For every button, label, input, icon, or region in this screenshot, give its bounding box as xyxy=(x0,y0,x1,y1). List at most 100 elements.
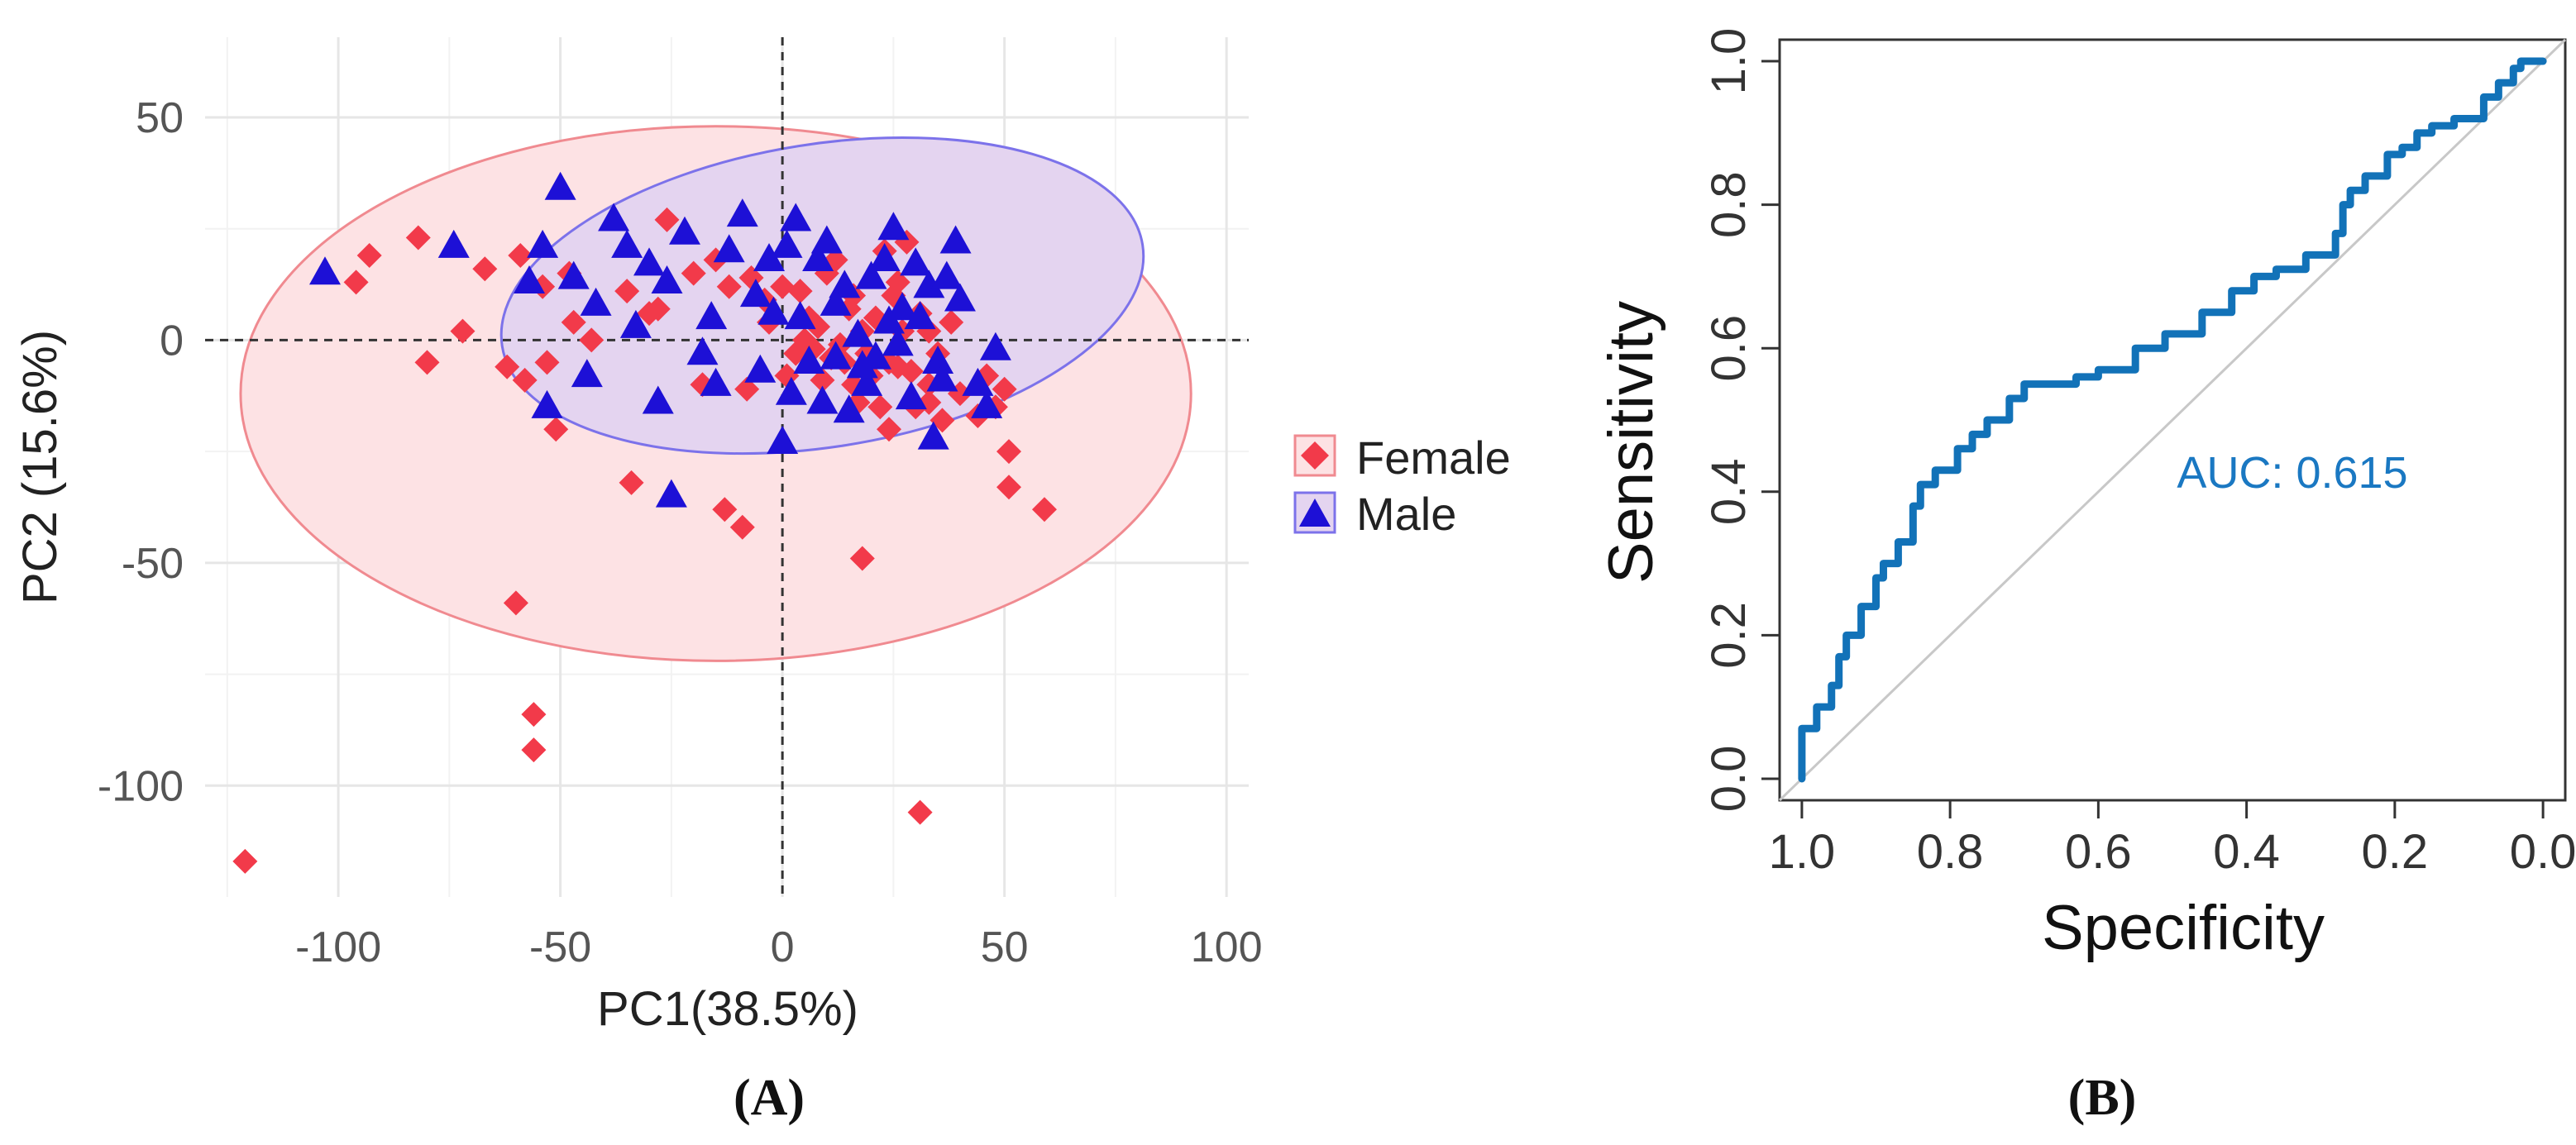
roc-curve-line xyxy=(1798,57,2547,783)
male-point xyxy=(917,421,949,450)
pca-y-tick-label: -100 xyxy=(98,762,184,810)
male-point xyxy=(726,198,758,227)
female-point xyxy=(654,207,680,232)
male-point xyxy=(758,296,790,325)
male-point xyxy=(793,345,825,374)
roc-y-axis-label: Sensitivity xyxy=(1596,301,1666,584)
male-point xyxy=(877,212,910,241)
male-point xyxy=(873,305,906,334)
pca-legend: Female Male xyxy=(1293,432,1511,540)
female-point xyxy=(849,546,875,571)
male-point xyxy=(900,247,932,276)
roc-x-tick-label: 1.0 xyxy=(1769,825,1836,879)
pca-x-tick-label: -100 xyxy=(295,923,381,971)
female-point xyxy=(791,327,817,353)
panel-b-label: (B) xyxy=(2068,1070,2137,1126)
male-point xyxy=(846,350,878,379)
male-point xyxy=(913,270,945,298)
pca-y-tick-label: 0 xyxy=(160,317,184,365)
female-point xyxy=(414,350,440,375)
female-point xyxy=(712,497,738,522)
female-point xyxy=(508,243,533,269)
female-point xyxy=(343,270,369,295)
male-point xyxy=(979,332,1011,360)
male-point xyxy=(557,260,590,289)
pca-reference-lines xyxy=(205,37,1249,897)
female-point xyxy=(734,376,760,402)
female-point xyxy=(472,256,498,282)
male-point xyxy=(851,367,883,396)
male-point xyxy=(944,283,976,312)
pca-x-tick-label: 100 xyxy=(1191,923,1263,971)
male-point xyxy=(437,229,470,258)
roc-auc-annotation: AUC: 0.615 xyxy=(2177,448,2407,498)
female-point xyxy=(885,354,910,379)
legend-female-diamond-icon xyxy=(1301,441,1329,470)
male-point xyxy=(514,265,546,293)
female-point xyxy=(770,274,796,299)
male-point xyxy=(619,309,652,338)
female-point xyxy=(836,296,862,322)
female-point xyxy=(512,367,538,393)
male-point xyxy=(775,376,807,405)
female-point xyxy=(356,243,382,269)
male-point xyxy=(753,243,786,272)
roc-x-tick-label: 0.8 xyxy=(1917,825,1984,879)
female-point xyxy=(877,417,902,442)
female-point xyxy=(450,318,476,344)
pca-x-axis-label: PC1(38.5%) xyxy=(597,982,858,1036)
male-point xyxy=(833,394,865,423)
roc-x-tick-label: 0.2 xyxy=(2362,825,2429,879)
male-point xyxy=(531,389,563,418)
male-point xyxy=(771,229,803,258)
female-point xyxy=(579,327,605,353)
female-point xyxy=(561,309,586,335)
male-point xyxy=(930,260,963,289)
male-point xyxy=(633,247,666,276)
roc-x-tick-label: 0.6 xyxy=(2065,825,2132,879)
pca-y-tick-label: -50 xyxy=(122,540,184,588)
male-point xyxy=(544,171,576,200)
male-point xyxy=(655,479,687,508)
female-point xyxy=(681,260,706,286)
female-point xyxy=(996,475,1022,500)
roc-y-tick-label: 1.0 xyxy=(1702,28,1756,95)
male-point xyxy=(842,318,874,347)
male-point xyxy=(739,279,772,308)
male-point xyxy=(926,363,958,392)
female-point xyxy=(1031,497,1057,522)
male-point xyxy=(939,225,972,254)
male-point xyxy=(700,367,732,396)
male-point xyxy=(855,260,887,289)
male-point xyxy=(895,381,927,410)
panel-a-label: (A) xyxy=(734,1070,805,1126)
pca-y-axis-label: PC2 (15.6%) xyxy=(13,330,67,604)
pca-data-points xyxy=(232,171,1057,874)
female-point xyxy=(503,590,528,616)
roc-axes: 1.0 0.8 0.6 0.4 0.2 0.0 0.0 0.2 0.4 0.6 0.8 1.0 xyxy=(1702,28,2576,879)
roc-y-tick-label: 0.0 xyxy=(1702,746,1756,813)
female-point xyxy=(810,367,835,393)
male-point xyxy=(810,225,843,254)
male-point xyxy=(922,345,954,374)
roc-x-tick-label: 0.0 xyxy=(2510,825,2576,879)
male-point xyxy=(971,389,1003,418)
female-point xyxy=(614,279,640,304)
pca-x-tick-label: -50 xyxy=(529,923,591,971)
male-point xyxy=(527,229,559,258)
male-point xyxy=(904,301,936,330)
roc-panel: 1.0 0.8 0.6 0.4 0.2 0.0 0.0 0.2 0.4 0.6 0.8 1.0 AUC… xyxy=(1596,28,2576,1126)
legend-male-triangle-icon xyxy=(1299,499,1331,527)
male-point xyxy=(784,301,816,330)
female-point xyxy=(907,799,933,825)
pca-x-tick-label: 50 xyxy=(981,923,1029,971)
roc-y-tick-label: 0.4 xyxy=(1702,458,1756,525)
roc-x-axis-label: Specificity xyxy=(2042,893,2325,963)
female-point xyxy=(521,702,547,728)
male-point xyxy=(780,203,812,231)
pca-panel: -100 -50 0 50 100 50 0 -50 -100 PC1(38.5%) PC2 (… xyxy=(13,37,1511,1126)
female-point xyxy=(521,737,547,763)
male-point xyxy=(571,359,603,388)
female-point xyxy=(645,296,671,322)
